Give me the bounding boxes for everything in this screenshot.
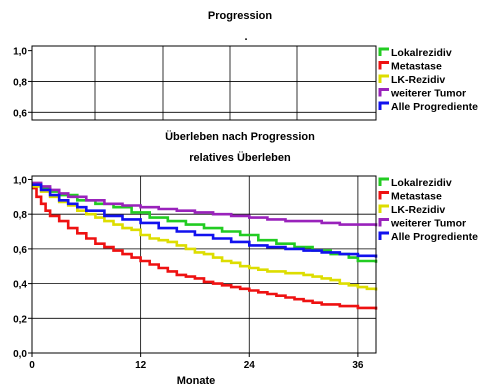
y-tick-label: 0,8: [13, 210, 27, 221]
series-line: [32, 183, 378, 258]
series-line: [32, 183, 378, 263]
x-tick-label: 0: [29, 360, 35, 371]
y-tick-label: 0,6: [13, 245, 27, 256]
series-line: [32, 181, 378, 227]
legend-label: LK-Rezidiv: [391, 74, 445, 86]
main-chart-series: [32, 181, 378, 310]
legend-label: Lokalrezidiv: [391, 177, 452, 189]
legend-label: Alle Progredienten: [391, 101, 478, 113]
legend-swatch: [378, 61, 389, 70]
y-tick-label: 0,8: [13, 77, 27, 88]
top-chart-subtitle: .: [244, 31, 247, 43]
y-tick-label: 0,4: [13, 280, 27, 291]
y-tick-label: 0,0: [13, 349, 27, 360]
legend-swatch: [378, 218, 389, 227]
legend-label: LK-Rezidiv: [391, 204, 445, 216]
main-chart-subtitle: relatives Überleben: [189, 151, 291, 164]
legend-swatch: [378, 231, 389, 240]
series-line: [32, 185, 378, 291]
legend-label: Alle Progredienten: [391, 231, 478, 243]
legend-swatch: [378, 191, 389, 200]
legend-swatch: [378, 47, 389, 56]
x-axis-label: Monate: [177, 375, 216, 387]
legend-label: Metastase: [391, 61, 442, 73]
legend-swatch: [378, 74, 389, 83]
series-line: [32, 186, 378, 310]
legend-label: weiterer Tumor: [390, 218, 466, 230]
y-tick-label: 1,0: [13, 175, 27, 186]
main-chart-x-ticks: 0 12 24 36: [29, 353, 364, 371]
top-chart-y-ticks: 1,0 0,8 0,6: [13, 47, 32, 119]
legend-swatch: [378, 88, 389, 97]
x-tick-label: 36: [352, 360, 364, 371]
legend-label: Metastase: [391, 191, 442, 203]
legend-swatch: [378, 101, 389, 110]
legend-label: Lokalrezidiv: [391, 47, 452, 59]
x-tick-label: 24: [244, 360, 256, 371]
main-chart-y-ticks: 1,0 0,8 0,6 0,4 0,2 0,0: [13, 175, 32, 360]
top-chart-plot-frame: [31, 45, 377, 121]
y-tick-label: 1,0: [13, 47, 27, 58]
legend-label: weiterer Tumor: [390, 88, 466, 100]
y-tick-label: 0,6: [13, 108, 27, 119]
legend-swatch: [378, 177, 389, 186]
main-chart-plot-frame: [31, 175, 377, 354]
main-chart-title: Überleben nach Progression: [165, 130, 315, 143]
top-chart-title: Progression: [208, 10, 272, 22]
legend-swatch: [378, 204, 389, 213]
main-chart-grid: [32, 176, 376, 353]
x-tick-label: 12: [135, 360, 147, 371]
top-chart-grid: [32, 46, 376, 120]
y-tick-label: 0,2: [13, 314, 27, 325]
